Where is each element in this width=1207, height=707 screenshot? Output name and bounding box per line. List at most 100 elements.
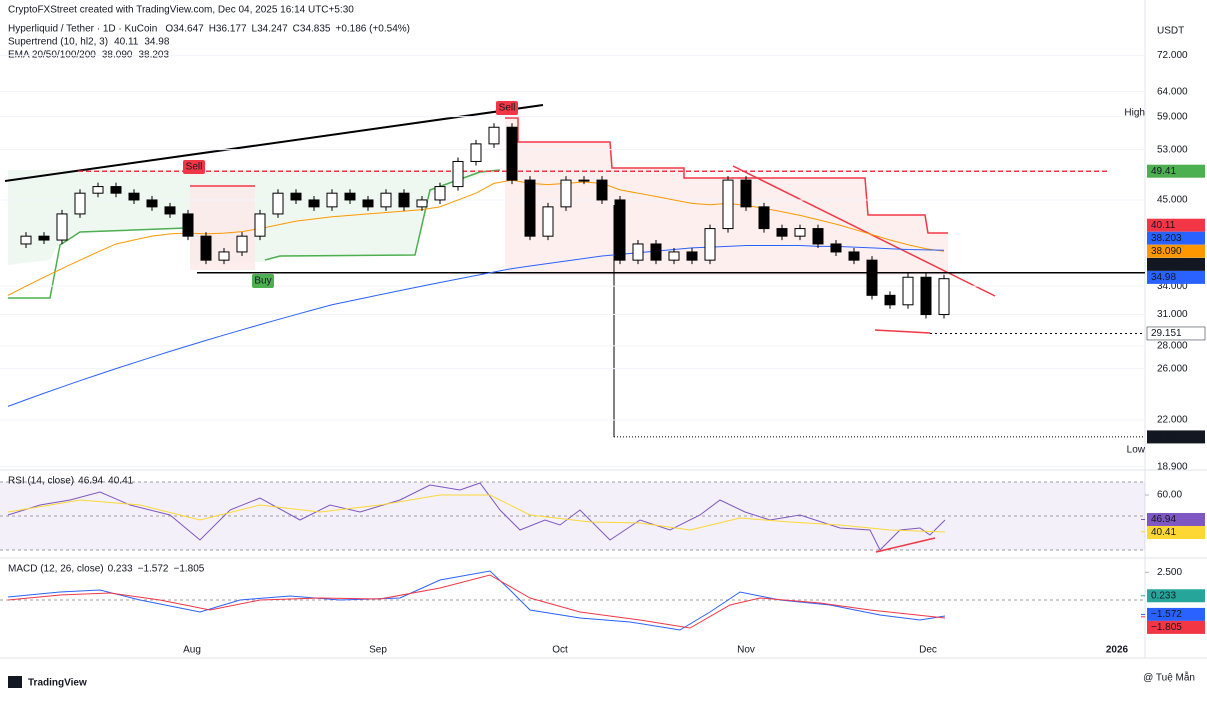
candle	[164, 206, 176, 215]
legend-text: C34.835	[293, 24, 331, 35]
price-tag-label: 34.98	[1151, 272, 1176, 283]
price-tag	[1147, 430, 1205, 444]
price-tag	[1147, 512, 1205, 526]
candle	[182, 213, 194, 237]
candle	[542, 206, 554, 237]
y-tick-label: 53.000	[1157, 144, 1188, 155]
candle	[362, 199, 374, 208]
candle	[308, 199, 320, 208]
candle	[128, 192, 140, 201]
credit: CryptoFXStreet created with TradingView.…	[8, 5, 354, 16]
price-tag	[1146, 326, 1206, 341]
candle	[794, 228, 806, 237]
y-tick-label: 26.000	[1157, 363, 1188, 374]
y-tick-label: 34.000	[1157, 281, 1188, 292]
indicator-name: Supertrend (10, hl2, 3)	[8, 37, 108, 48]
candle	[254, 213, 266, 237]
candle	[92, 186, 104, 194]
rsi-value: 46.94	[78, 476, 103, 487]
indicator-value: 34.98	[144, 37, 169, 48]
price-tag-label: 40.11	[1151, 220, 1176, 231]
price-tag-label: 49.41	[1151, 166, 1176, 177]
candle	[380, 192, 392, 208]
price-tag	[1147, 231, 1205, 245]
x-tick-label: Oct	[552, 645, 568, 656]
x-tick-label: 2026	[1106, 645, 1129, 656]
candle	[758, 206, 770, 230]
candle	[812, 228, 824, 245]
x-tick-label: Dec	[919, 645, 937, 656]
price-tag	[1147, 244, 1205, 258]
candle	[650, 243, 662, 261]
price-tag-label: 0.233	[1151, 590, 1176, 601]
price-tag-label: 46.94	[1151, 514, 1176, 525]
y-tick-label: 72.000	[1157, 50, 1188, 61]
y-tick-label: 31.000	[1157, 309, 1188, 320]
price-tag	[1147, 218, 1205, 232]
candle	[578, 179, 590, 182]
candle	[56, 213, 68, 241]
y-tick-label: 28.000	[1157, 340, 1188, 351]
candle	[848, 251, 860, 261]
ema-line	[7, 245, 945, 407]
ema-line	[7, 179, 945, 296]
y-tick-label: 59.000	[1157, 111, 1188, 122]
candle	[218, 251, 230, 261]
indicator-value: 40.11	[114, 37, 139, 48]
price-tag-label: 29.151	[1151, 328, 1182, 339]
candle	[146, 199, 158, 208]
signal-label: Sell	[499, 103, 516, 114]
price-tag-label: 38.203	[1151, 233, 1182, 244]
candle	[524, 179, 536, 237]
price-tag	[1147, 164, 1205, 178]
logo: TradingView	[28, 678, 87, 689]
y-tick-label: 2.500	[1157, 567, 1182, 578]
signal-label: Sell	[186, 162, 203, 173]
price-tag-label: −1.805	[1151, 622, 1182, 633]
price-tag-label: 40.41	[1151, 527, 1176, 538]
rsi-title: RSI (14, close)	[8, 476, 74, 487]
legend-text: Hyperliquid / Tether · 1D · KuCoin	[8, 24, 157, 35]
candle	[686, 251, 698, 261]
candle	[290, 192, 302, 201]
legend-text: H36.177	[209, 24, 247, 35]
legend-text: L34.247	[252, 24, 289, 35]
price-tag-label: −1.572	[1151, 609, 1182, 620]
candle	[434, 186, 446, 201]
candle	[596, 179, 608, 201]
candle	[668, 251, 680, 261]
price-tag-label: 35.513	[1151, 259, 1182, 270]
candle	[272, 192, 284, 215]
signal-badge	[252, 274, 274, 288]
signal-badge	[183, 160, 205, 174]
price-tag	[1147, 257, 1205, 271]
unit: USDT	[1157, 26, 1184, 37]
candle	[902, 276, 914, 306]
candle	[452, 160, 464, 188]
candle	[614, 199, 626, 261]
candle	[470, 143, 482, 162]
candle	[560, 179, 572, 208]
signal-badge	[496, 101, 518, 115]
low-label: Low	[1127, 445, 1146, 456]
price-tag	[1147, 620, 1205, 634]
macd-title: MACD (12, 26, close)	[8, 564, 104, 575]
candle	[236, 235, 248, 253]
candle	[344, 192, 356, 201]
price-tag-label: 38.090	[1151, 246, 1182, 257]
macd-value: −1.572	[138, 564, 169, 575]
candle	[506, 126, 518, 181]
x-tick-label: Aug	[183, 645, 201, 656]
macd-value: 0.233	[108, 564, 133, 575]
candle	[416, 199, 428, 208]
candle	[632, 243, 644, 261]
candle	[830, 243, 842, 253]
y-tick-label: 22.000	[1157, 415, 1188, 426]
price-tag	[1147, 589, 1205, 603]
price-tag	[1147, 607, 1205, 621]
candle	[398, 192, 410, 208]
candle	[740, 179, 752, 208]
y-tick-label: 45.000	[1157, 195, 1188, 206]
